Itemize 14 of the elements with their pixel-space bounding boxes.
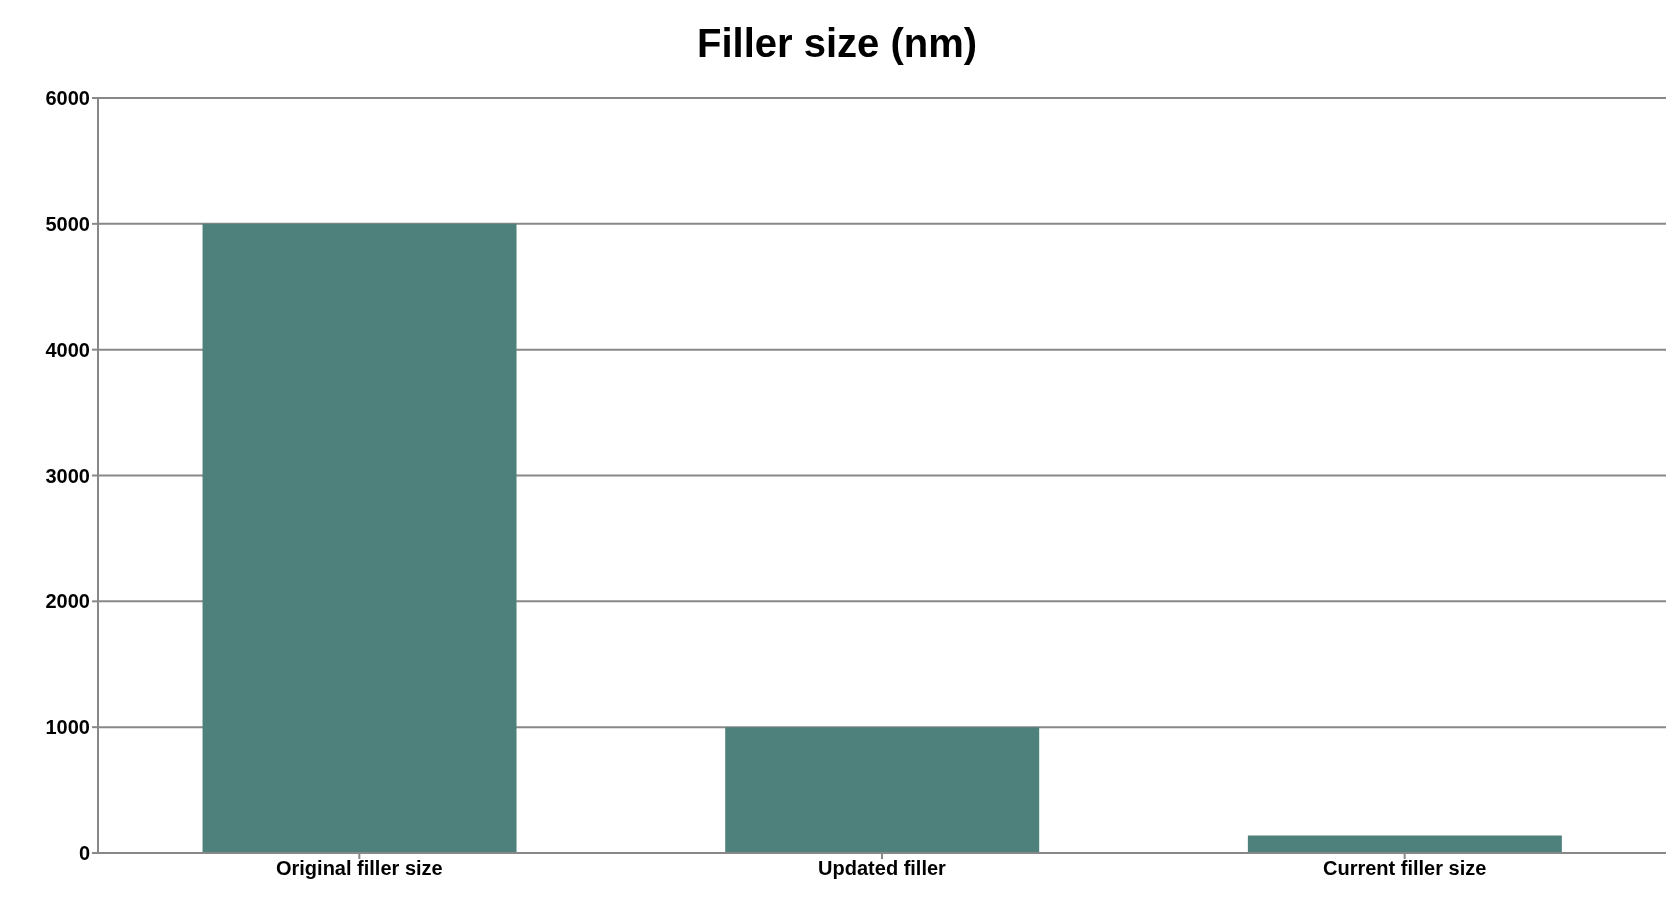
bar [725,727,1040,853]
bar [1247,835,1562,853]
y-tick-label: 3000 [45,464,90,487]
x-tick-label: Updated filler [818,857,947,880]
y-tick-label: 0 [78,842,90,865]
y-tick-label: 4000 [45,338,90,361]
x-tick-label: Original filler size [275,857,443,880]
bar [202,223,517,853]
y-tick-label: 6000 [45,87,90,110]
x-tick-label: Current filler size [1322,857,1487,880]
chart-title: Filler size (nm) [695,20,979,67]
y-tick-label: 2000 [45,590,90,613]
y-tick-label: 5000 [45,212,90,235]
y-tick-label: 1000 [45,716,90,739]
